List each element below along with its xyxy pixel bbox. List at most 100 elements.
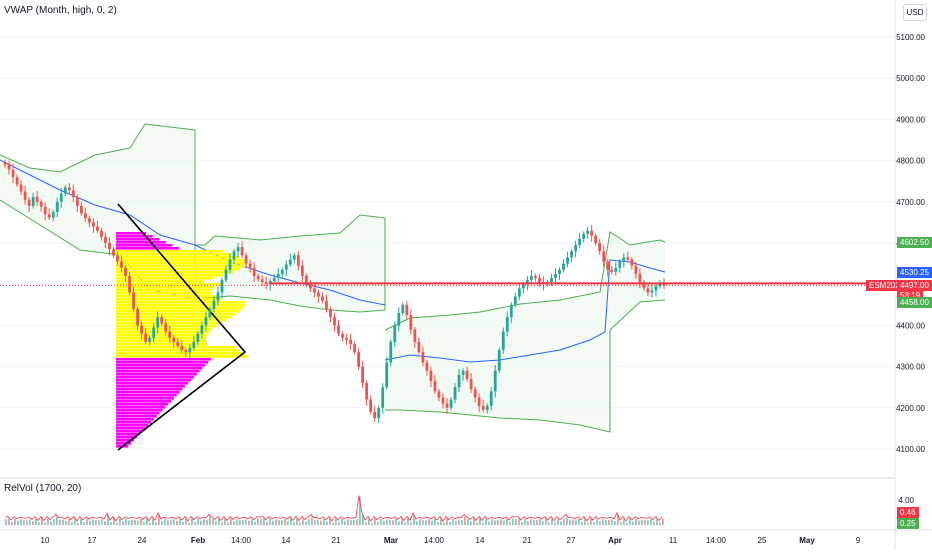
- volume-profile-bar: [116, 328, 213, 331]
- relvol-bar: [83, 522, 85, 525]
- volume-profile-bar: [116, 343, 208, 346]
- candle-body: [521, 284, 525, 289]
- relvol-bar: [278, 519, 280, 525]
- candle-body: [574, 245, 577, 252]
- relvol-bar: [119, 518, 121, 525]
- candle-body: [517, 288, 521, 297]
- relvol-bar: [5, 519, 7, 525]
- relvol-bar: [131, 519, 133, 525]
- relvol-bar: [128, 520, 130, 525]
- relvol-bar: [170, 519, 172, 525]
- relvol-bar: [227, 522, 229, 525]
- volume-profile-bar: [116, 271, 233, 274]
- candle-body: [445, 403, 449, 408]
- volume-profile-bar: [116, 262, 246, 265]
- vwap-upper-band: [195, 214, 386, 310]
- volume-profile-bar: [116, 433, 140, 436]
- price-tick-label: 4900.00: [896, 115, 925, 124]
- relvol-bar: [308, 519, 310, 525]
- candle-body: [598, 243, 602, 252]
- time-tick-label: 10: [41, 536, 50, 545]
- candle-body: [509, 304, 513, 318]
- volume-profile-bar: [116, 367, 203, 370]
- volume-profile-bar: [116, 238, 160, 241]
- candle-body: [15, 177, 19, 185]
- volume-profile-bar: [116, 277, 214, 280]
- relvol-bar: [182, 522, 184, 525]
- relvol-bar: [161, 521, 163, 525]
- candle-body: [252, 267, 256, 276]
- relvol-bar: [638, 520, 640, 525]
- candle-body: [417, 341, 421, 353]
- relvol-bar: [377, 521, 379, 525]
- relvol-bar: [35, 518, 37, 525]
- candle-body: [317, 292, 320, 297]
- candle-body: [132, 292, 135, 309]
- relvol-bar: [71, 521, 73, 525]
- candle-body: [212, 300, 216, 309]
- relvol-bar: [494, 520, 496, 525]
- candle-body: [630, 259, 634, 266]
- price-tick-label: 4200.00: [896, 404, 925, 413]
- volume-profile-bar: [116, 340, 207, 343]
- candle-body: [124, 267, 127, 276]
- relvol-bar: [500, 519, 502, 525]
- relvol-bar: [77, 522, 79, 525]
- vwap-indicator-label[interactable]: VWAP (Month, high, 0, 2): [4, 5, 117, 16]
- relvol-bar: [17, 520, 19, 525]
- relvol-indicator-label[interactable]: RelVol (1700, 20): [4, 483, 82, 494]
- relvol-bar: [89, 520, 91, 525]
- relvol-bar: [113, 518, 115, 525]
- price-tick-label: 4100.00: [896, 445, 925, 454]
- volume-profile-bar: [116, 385, 186, 388]
- candle-body: [71, 190, 75, 197]
- vwap-line: [384, 259, 666, 363]
- relvol-bar: [272, 520, 274, 525]
- candle-body: [534, 275, 537, 279]
- relvol-bar: [350, 520, 352, 525]
- candle-body: [421, 352, 425, 363]
- relvol-bar: [254, 521, 256, 525]
- horizontal-lines: [0, 282, 895, 286]
- candle-body: [602, 251, 606, 262]
- candle-body: [578, 238, 582, 246]
- relvol-bar: [296, 518, 298, 525]
- candle-body: [264, 282, 268, 285]
- relvol-bar: [341, 518, 343, 525]
- candle-body: [216, 292, 220, 301]
- candle-body: [622, 257, 626, 262]
- candle-body: [160, 317, 164, 324]
- relvol-bar: [542, 521, 544, 525]
- price-tag: 4497.00: [897, 280, 932, 292]
- relvol-bar: [590, 518, 592, 525]
- volume-profile-bar: [116, 241, 166, 244]
- relvol-bar: [335, 518, 337, 525]
- relvol-bar: [194, 521, 196, 525]
- volume-profile-bar: [116, 265, 245, 268]
- candle-body: [397, 313, 401, 326]
- relvol-bar: [383, 520, 385, 525]
- relvol-bar: [476, 522, 478, 525]
- candle-body: [361, 366, 365, 384]
- relvol-bar: [632, 521, 634, 525]
- candle-body: [538, 278, 541, 283]
- candle-body: [35, 196, 39, 202]
- candle-body: [638, 273, 642, 283]
- currency-button[interactable]: USD: [903, 4, 927, 21]
- relvol-bar: [599, 521, 601, 525]
- candle-body: [646, 288, 650, 293]
- relvol-bar: [620, 522, 622, 525]
- relvol-bar: [380, 518, 382, 525]
- candle-body: [39, 201, 43, 207]
- candle-body: [497, 350, 501, 371]
- relvol-bar: [356, 519, 358, 525]
- candle-body: [96, 226, 99, 231]
- relvol-bar: [359, 497, 361, 525]
- relvol-bar: [662, 518, 664, 525]
- relvol-bar: [641, 519, 643, 525]
- candle-body: [256, 275, 260, 280]
- relvol-bar: [530, 519, 532, 525]
- candle-body: [304, 275, 308, 285]
